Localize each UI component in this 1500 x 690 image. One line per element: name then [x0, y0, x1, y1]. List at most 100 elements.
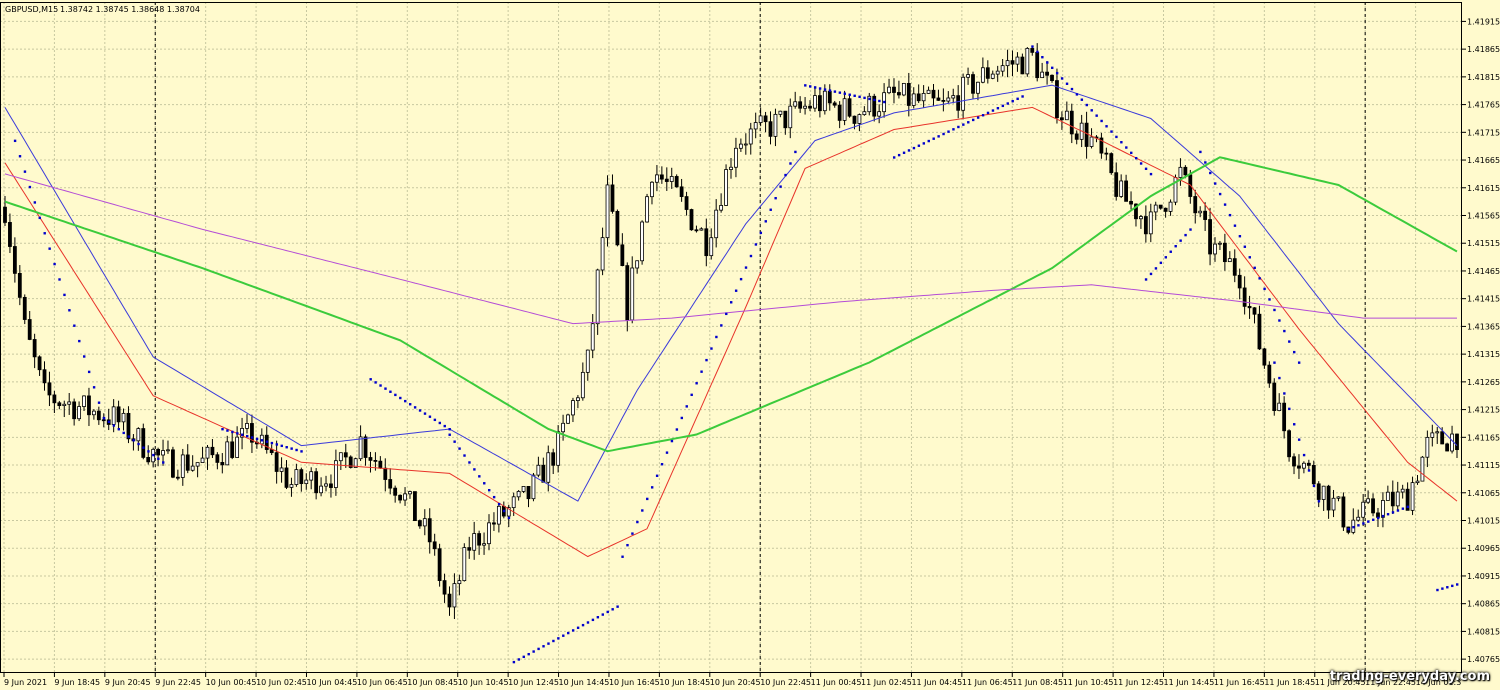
parabolic-sar-dot — [897, 153, 901, 157]
parabolic-sar-dot — [917, 144, 921, 147]
candle-body — [205, 446, 210, 459]
parabolic-sar-dot — [379, 384, 382, 387]
parabolic-sar-dot — [734, 289, 738, 292]
candle-body — [1331, 497, 1336, 511]
parabolic-sar-dot — [784, 173, 787, 177]
candle-body — [684, 196, 689, 210]
parabolic-sar-dot — [611, 608, 614, 611]
x-tick-label: 10 Jun 10:45 — [458, 678, 509, 687]
candle-body — [185, 454, 190, 471]
candle-body — [1316, 483, 1321, 500]
parabolic-sar-dot — [902, 151, 906, 154]
parabolic-sar-dot — [532, 650, 535, 653]
candle-body — [1455, 433, 1459, 451]
parabolic-sar-dot — [1372, 518, 1375, 521]
candle-body — [951, 95, 956, 99]
x-tick-label: 11 Jun 02:45 — [861, 678, 912, 687]
parabolic-sar-dot — [1401, 507, 1405, 510]
chart-symbol-label: GBPUSD,M15 — [5, 5, 58, 14]
candle-body — [492, 522, 496, 525]
candle-body — [417, 520, 422, 527]
parabolic-sar-dot — [1233, 224, 1237, 227]
candle-body — [1415, 480, 1420, 484]
candle-body — [1183, 166, 1188, 176]
parabolic-sar-dot — [922, 142, 926, 145]
parabolic-sar-dot — [18, 155, 22, 158]
parabolic-sar-dot — [1134, 156, 1138, 160]
candle-body — [704, 228, 709, 257]
candle-body — [195, 462, 200, 467]
candle-body — [521, 486, 526, 492]
candle-body — [615, 210, 620, 246]
candle-body — [72, 401, 77, 420]
candle-body — [1292, 456, 1296, 467]
x-tick-label: 10 Jun 12:45 — [508, 678, 559, 687]
candle-body — [111, 406, 116, 425]
candle-body — [892, 86, 896, 93]
parabolic-sar-dot — [1297, 361, 1301, 364]
parabolic-sar-dot — [413, 406, 417, 409]
candle-body — [857, 114, 862, 124]
candle-body — [126, 412, 131, 440]
candle-body — [1134, 203, 1138, 220]
y-tick-label: 1.41865 — [1467, 45, 1500, 54]
parabolic-sar-dot — [1307, 469, 1311, 472]
parabolic-sar-dot — [1367, 520, 1370, 523]
parabolic-sar-dot — [265, 440, 269, 443]
candle-body — [1119, 180, 1124, 197]
parabolic-sar-dot — [591, 618, 595, 622]
candle-body — [1035, 51, 1040, 79]
candle-body — [427, 518, 432, 543]
parabolic-sar-dot — [1278, 319, 1281, 322]
parabolic-sar-dot — [1312, 484, 1316, 488]
candle-body — [42, 369, 47, 384]
watermark: trading-everyday.com — [1329, 669, 1490, 684]
candle-body — [225, 441, 230, 466]
candle-body — [1139, 216, 1143, 220]
parabolic-sar-dot — [858, 95, 861, 99]
parabolic-sar-dot — [483, 482, 486, 485]
candle-body — [1410, 482, 1415, 511]
parabolic-sar-dot — [739, 277, 743, 281]
parabolic-sar-dot — [127, 435, 130, 438]
parabolic-sar-dot — [878, 99, 881, 103]
candle-body — [1267, 364, 1272, 384]
parabolic-sar-dot — [655, 474, 659, 477]
parabolic-sar-dot — [586, 621, 590, 624]
candle-body — [748, 128, 753, 145]
candle-body — [353, 458, 358, 468]
parabolic-sar-dot — [137, 442, 140, 446]
candle-body — [363, 436, 368, 458]
moving-average-red — [4, 106, 1458, 558]
x-tick-label: 9 Jun 18:45 — [54, 678, 100, 687]
parabolic-sar-dot — [1179, 239, 1182, 242]
candle-body — [1025, 48, 1030, 75]
parabolic-sar-dot — [991, 109, 995, 112]
parabolic-sar-dot — [571, 629, 575, 632]
candle-body — [324, 483, 328, 487]
candle-body — [32, 339, 37, 358]
candle-body — [1237, 274, 1242, 289]
parabolic-sar-dot — [241, 433, 244, 436]
y-tick-label: 1.41015 — [1467, 517, 1500, 526]
parabolic-sar-dot — [675, 428, 679, 431]
candle-body — [571, 400, 575, 416]
candle-body — [941, 99, 946, 102]
candle-body — [709, 237, 714, 257]
parabolic-sar-dot — [542, 645, 545, 648]
parabolic-sar-dot — [690, 393, 693, 397]
y-tick-label: 1.41815 — [1467, 73, 1500, 82]
parabolic-sar-dot — [1169, 250, 1172, 253]
parabolic-sar-dot — [517, 658, 521, 661]
x-tick-label: 11 Jun 16:45 — [1214, 678, 1265, 687]
parabolic-sar-dot — [162, 461, 165, 464]
candle-body — [1277, 402, 1282, 412]
parabolic-sar-dot — [581, 623, 585, 627]
parabolic-sar-dot — [1051, 66, 1054, 70]
parabolic-sar-dot — [1184, 233, 1187, 237]
candle-body — [590, 323, 595, 351]
parabolic-sar-dot — [720, 324, 723, 327]
